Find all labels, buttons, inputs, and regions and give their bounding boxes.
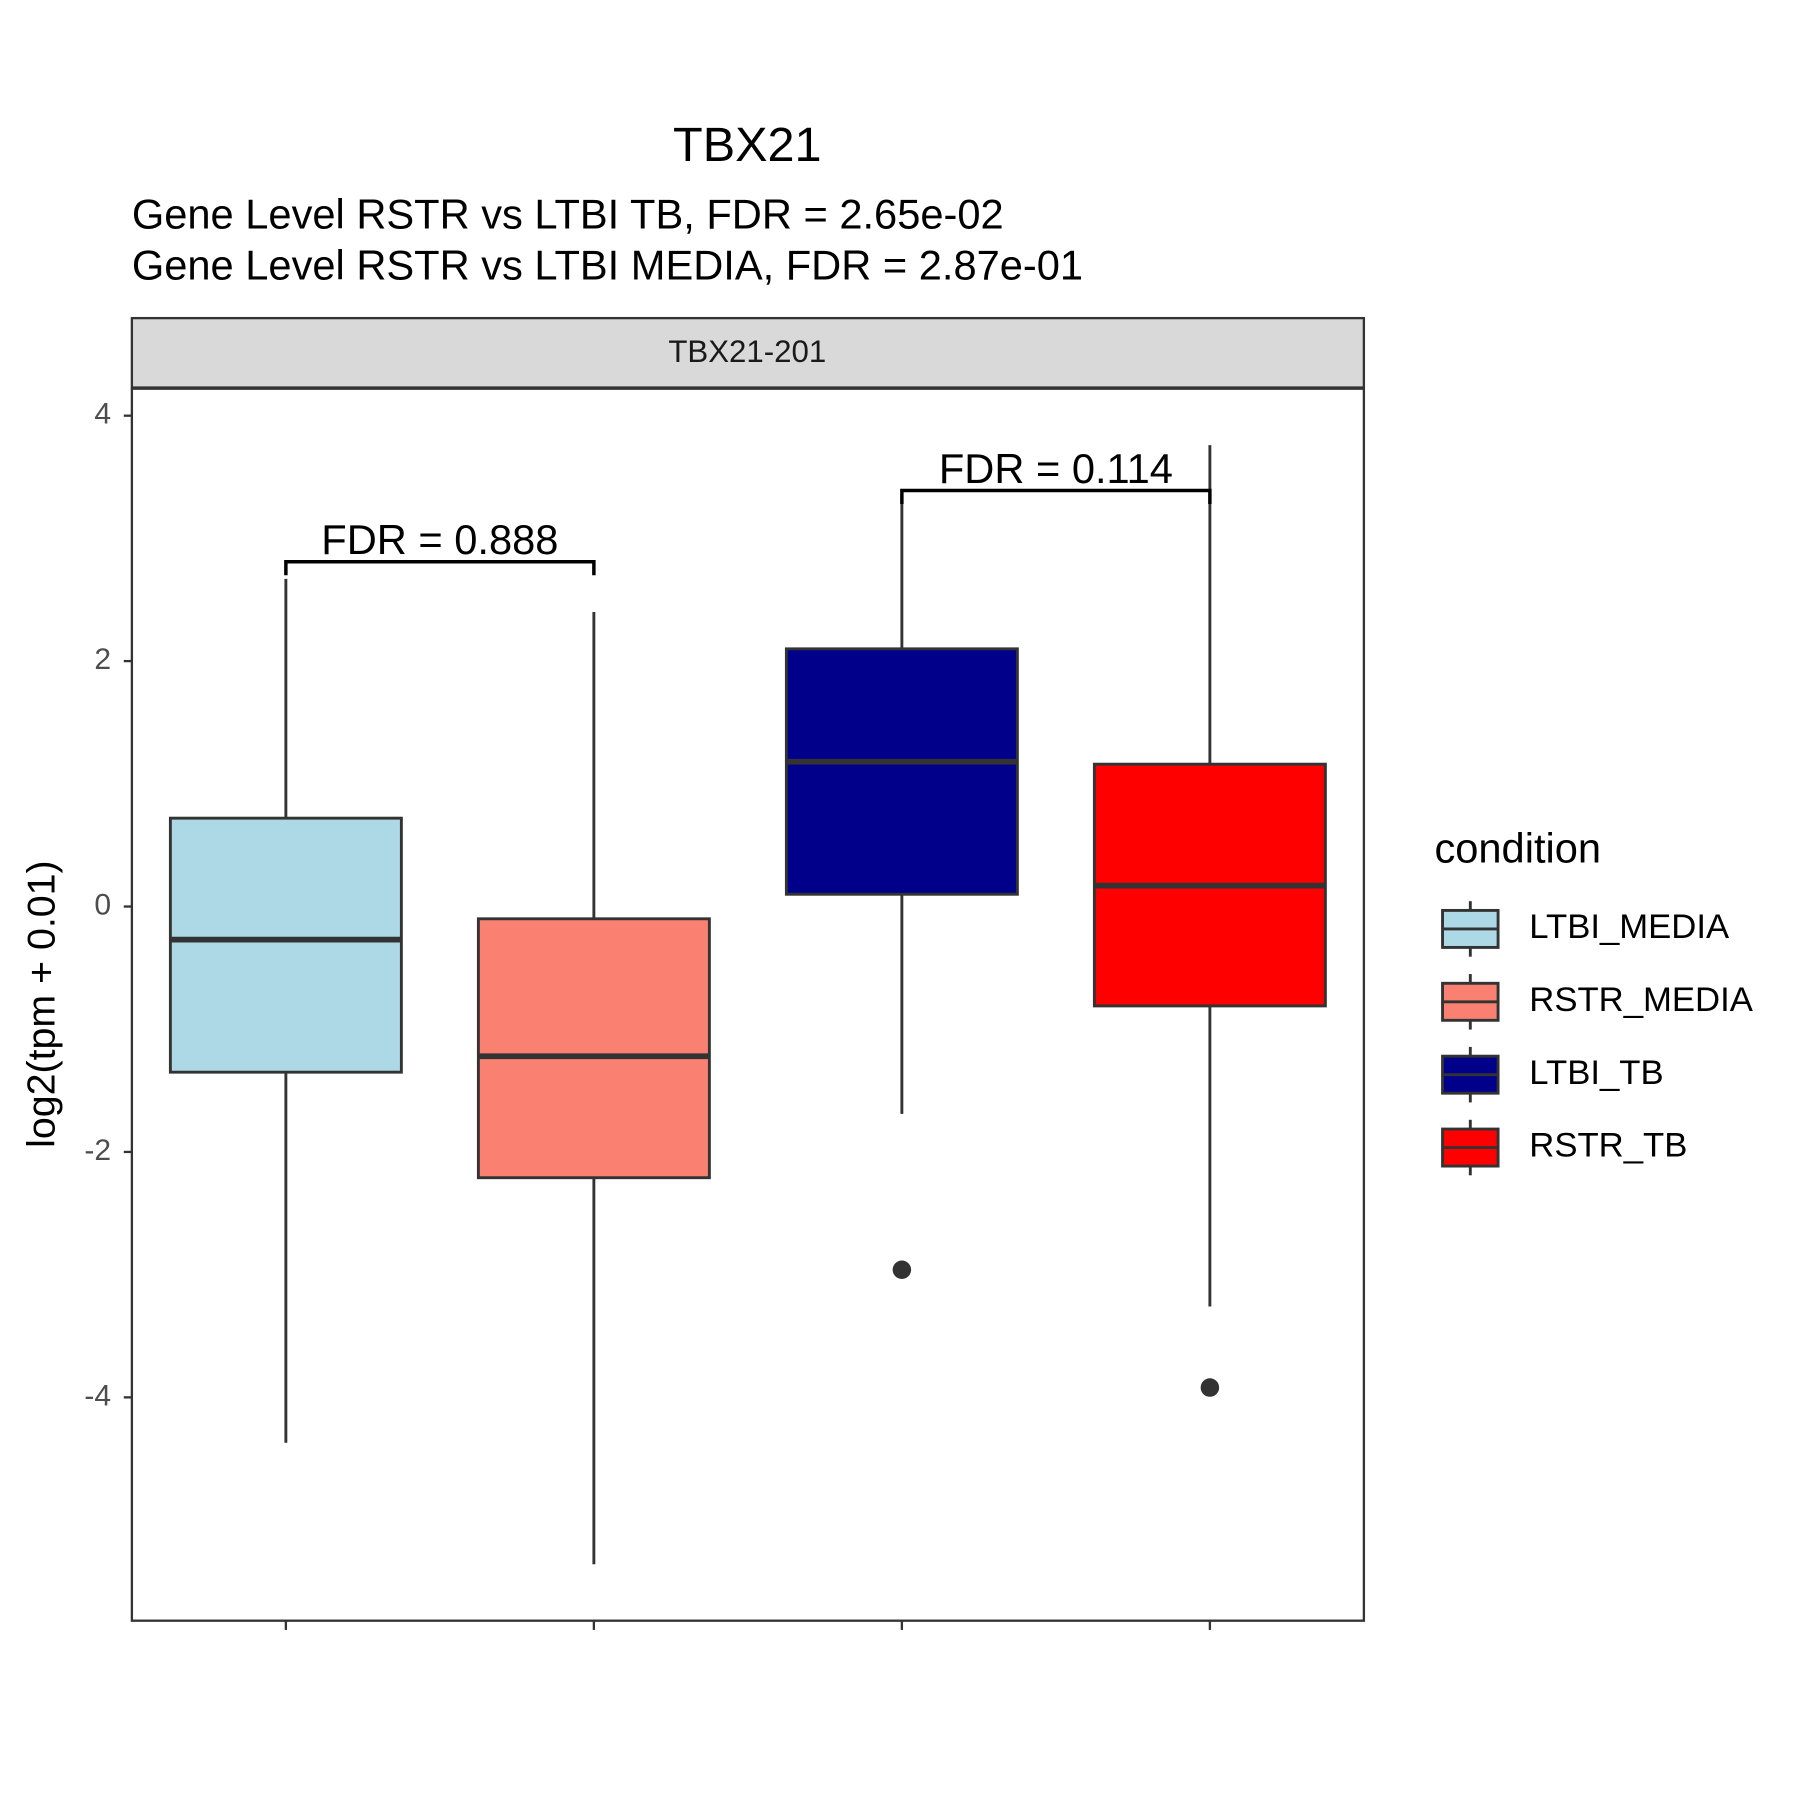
- y-tick-label: 0: [94, 888, 111, 921]
- box: [784, 647, 1019, 896]
- subtitle: Gene Level RSTR vs LTBI MEDIA, FDR = 2.8…: [132, 241, 1083, 288]
- legend-label: LTBI_MEDIA: [1529, 908, 1730, 946]
- subtitle: Gene Level RSTR vs LTBI TB, FDR = 2.65e-…: [132, 190, 1004, 237]
- significance-bracket: [284, 559, 596, 576]
- y-tick-label: -2: [84, 1134, 111, 1167]
- box: [168, 816, 403, 1074]
- legend-title: condition: [1434, 824, 1601, 871]
- legend-label: LTBI_TB: [1529, 1054, 1663, 1092]
- y-tick-label: 4: [94, 398, 111, 431]
- box: [476, 917, 711, 1180]
- panel-border: [130, 387, 1366, 1622]
- legend-label: RSTR_MEDIA: [1529, 981, 1753, 1019]
- y-axis-label: log2(tpm + 0.01): [19, 860, 63, 1147]
- outlier: [1200, 1378, 1220, 1397]
- legend-label: RSTR_TB: [1529, 1127, 1687, 1165]
- annotation: FDR = 0.114: [939, 445, 1173, 492]
- y-tick-label: 2: [94, 643, 111, 676]
- y-tick-label: -4: [84, 1379, 111, 1412]
- significance-bracket: [900, 488, 1212, 505]
- facet-strip: [130, 316, 1366, 389]
- annotation: FDR = 0.888: [321, 516, 558, 563]
- chart-title: TBX21: [673, 118, 822, 172]
- outlier: [892, 1260, 912, 1279]
- facet-label: TBX21-201: [668, 334, 826, 369]
